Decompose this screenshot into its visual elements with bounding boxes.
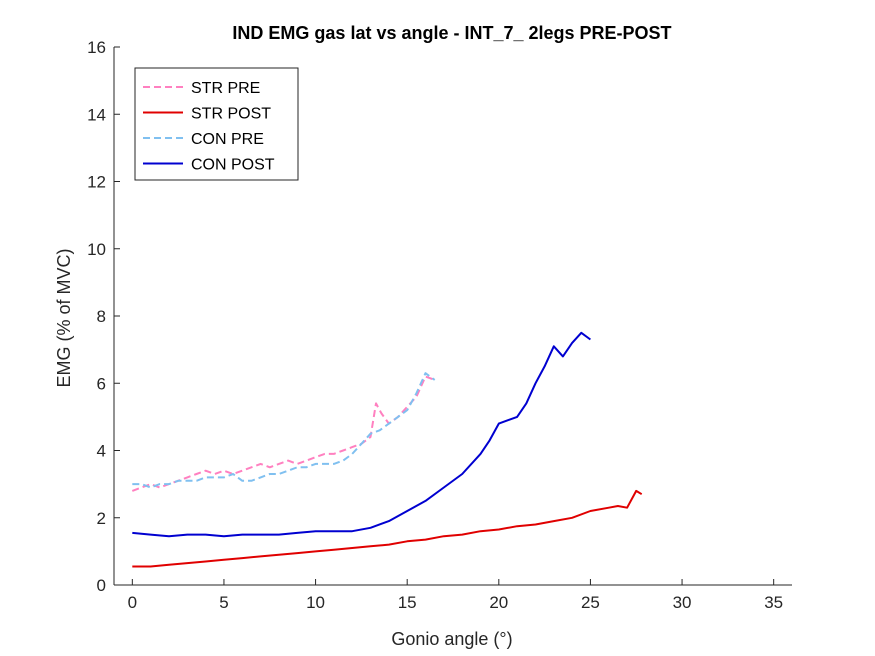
legend-label: STR POST: [191, 106, 271, 123]
chart-title: IND EMG gas lat vs angle - INT_7_ 2legs …: [232, 23, 671, 43]
x-tick-label: 0: [128, 593, 137, 612]
y-tick-label: 6: [97, 374, 106, 393]
series-line-con-post: [132, 331, 591, 538]
x-tick-label: 10: [306, 593, 325, 612]
x-tick-label: 35: [764, 593, 783, 612]
legend-label: STR PRE: [191, 80, 260, 97]
x-tick-label: 20: [489, 593, 508, 612]
y-tick-label: 14: [87, 105, 106, 124]
y-tick-label: 8: [97, 307, 106, 326]
series-line-con-pre: [132, 372, 436, 489]
legend-label: CON PRE: [191, 131, 264, 148]
x-tick-label: 25: [581, 593, 600, 612]
legend-box: [134, 67, 299, 181]
x-tick-label: 15: [398, 593, 417, 612]
x-tick-label: 30: [673, 593, 692, 612]
series-line-str-pre: [131, 375, 436, 492]
y-tick-label: 4: [97, 442, 106, 461]
y-axis-label: EMG (% of MVC): [54, 248, 74, 387]
plot-lines: [131, 331, 643, 568]
series-line-str-post: [132, 489, 643, 568]
x-axis-label: Gonio angle (°): [391, 629, 512, 649]
y-tick-label: 0: [97, 576, 106, 595]
legend-label: CON POST: [191, 157, 275, 174]
y-tick-label: 16: [87, 38, 106, 57]
legend: STR PRE STR POST CON PRE CON POST: [134, 67, 299, 181]
y-tick-label: 2: [97, 509, 106, 528]
y-tick-label: 12: [87, 173, 106, 192]
y-tick-label: 10: [87, 240, 106, 259]
x-tick-label: 5: [219, 593, 228, 612]
axes: 0 5 10 15 20 25 30 35 0 2 4 6 8 10 12 14 16: [87, 38, 792, 612]
